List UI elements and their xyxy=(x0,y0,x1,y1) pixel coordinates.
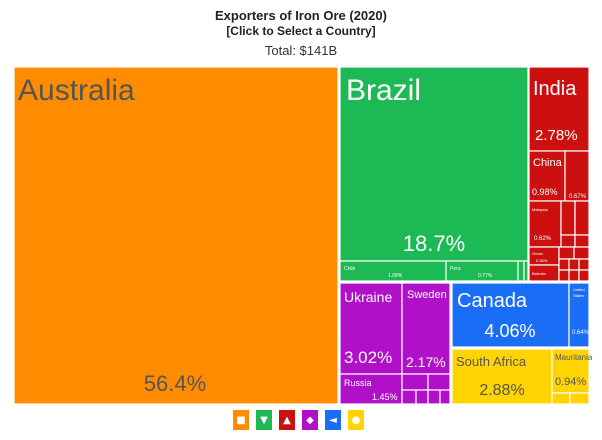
value-peru: 0.77% xyxy=(478,273,493,279)
region-legend: ■ ▼ ▲ ◆ ◄ ● xyxy=(0,410,602,432)
tile-asia-c[interactable] xyxy=(560,234,576,248)
label-brazil: Brazil xyxy=(346,74,421,107)
tile-south-africa[interactable] xyxy=(451,348,553,405)
tile-eu-d[interactable] xyxy=(415,389,429,405)
label-russia: Russia xyxy=(344,378,372,388)
label-united-states-2: States xyxy=(573,293,584,298)
tile-sa-small-1[interactable] xyxy=(517,260,525,282)
south-america-icon[interactable]: ▼ xyxy=(256,410,272,430)
tile-eu-f[interactable] xyxy=(439,389,451,405)
value-south-africa: 2.88% xyxy=(479,382,524,399)
tile-asia-d[interactable] xyxy=(574,234,590,248)
asia-icon[interactable]: ▲ xyxy=(279,410,295,430)
value-india: 2.78% xyxy=(535,127,578,144)
label-united-states-1: United xyxy=(573,287,585,292)
tile-mauritania[interactable] xyxy=(551,348,590,394)
tile-sweden[interactable] xyxy=(401,282,451,375)
value-oman: 0.35% xyxy=(536,258,548,263)
label-china: China xyxy=(533,157,563,169)
value-ukraine: 3.02% xyxy=(344,348,392,367)
tile-asia-k[interactable] xyxy=(568,269,580,282)
value-brazil: 18.7% xyxy=(403,231,465,256)
tile-asia-g[interactable] xyxy=(558,258,570,271)
africa-icon[interactable]: ● xyxy=(348,410,364,430)
north-america-icon[interactable]: ◄ xyxy=(325,410,341,430)
tile-asia-067[interactable] xyxy=(564,150,590,202)
tile-af-b[interactable] xyxy=(569,392,590,405)
value-sweden: 2.17% xyxy=(406,354,446,370)
value-mauritania: 0.94% xyxy=(555,376,586,388)
tile-asia-l[interactable] xyxy=(578,269,590,282)
label-chile: Chile xyxy=(344,266,356,272)
tile-asia-b[interactable] xyxy=(574,200,590,236)
tile-af-a[interactable] xyxy=(551,392,571,405)
chart-total: Total: $141B xyxy=(264,43,338,58)
tile-asia-a[interactable] xyxy=(560,200,576,236)
tile-united-states[interactable] xyxy=(568,282,590,348)
value-malaysia: 0.62% xyxy=(534,236,552,242)
tile-eu-b[interactable] xyxy=(427,373,451,391)
tile-russia[interactable] xyxy=(339,373,403,405)
tile-brazil[interactable] xyxy=(339,66,529,262)
tile-canada[interactable] xyxy=(451,282,570,348)
tile-eu-e[interactable] xyxy=(427,389,441,405)
value-chile: 1.08% xyxy=(388,273,403,279)
label-south-africa: South Africa xyxy=(456,354,527,369)
value-australia: 56.4% xyxy=(144,371,206,396)
tile-asia-e[interactable] xyxy=(558,246,575,260)
label-bahrain: Bahrain xyxy=(532,271,546,276)
label-canada: Canada xyxy=(457,290,528,312)
value-asia-067: 0.67% xyxy=(569,194,587,200)
label-australia: Australia xyxy=(18,74,135,107)
chart-subtitle: [Click to Select a Country] xyxy=(226,24,376,38)
value-canada: 4.06% xyxy=(484,321,535,341)
tile-eu-c[interactable] xyxy=(401,389,417,405)
label-oman: Oman xyxy=(532,251,543,256)
value-russia: 1.45% xyxy=(372,392,398,402)
tile-asia-j[interactable] xyxy=(558,269,570,282)
label-malaysia: Malaysia xyxy=(532,207,549,212)
europe-icon[interactable]: ◆ xyxy=(302,410,318,430)
chart-title: Exporters of Iron Ore (2020) xyxy=(215,8,387,23)
label-mauritania: Mauritania xyxy=(555,353,593,362)
tile-asia-h[interactable] xyxy=(568,258,580,271)
value-united-states: 0.64% xyxy=(572,330,590,336)
australia-icon[interactable]: ■ xyxy=(233,410,249,430)
label-peru: Peru xyxy=(450,266,461,272)
tile-eu-a[interactable] xyxy=(401,373,429,391)
tile-india[interactable] xyxy=(528,66,590,152)
tile-australia[interactable] xyxy=(13,66,339,405)
label-sweden: Sweden xyxy=(407,289,447,301)
tile-asia-i[interactable] xyxy=(578,258,590,271)
label-india: India xyxy=(533,78,577,100)
tile-asia-f[interactable] xyxy=(573,246,590,260)
value-china: 0.98% xyxy=(532,187,558,197)
label-ukraine: Ukraine xyxy=(344,289,392,305)
tile-malaysia[interactable] xyxy=(528,200,562,248)
tile-ukraine[interactable] xyxy=(339,282,403,375)
tile-sa-small-2[interactable] xyxy=(523,260,529,282)
